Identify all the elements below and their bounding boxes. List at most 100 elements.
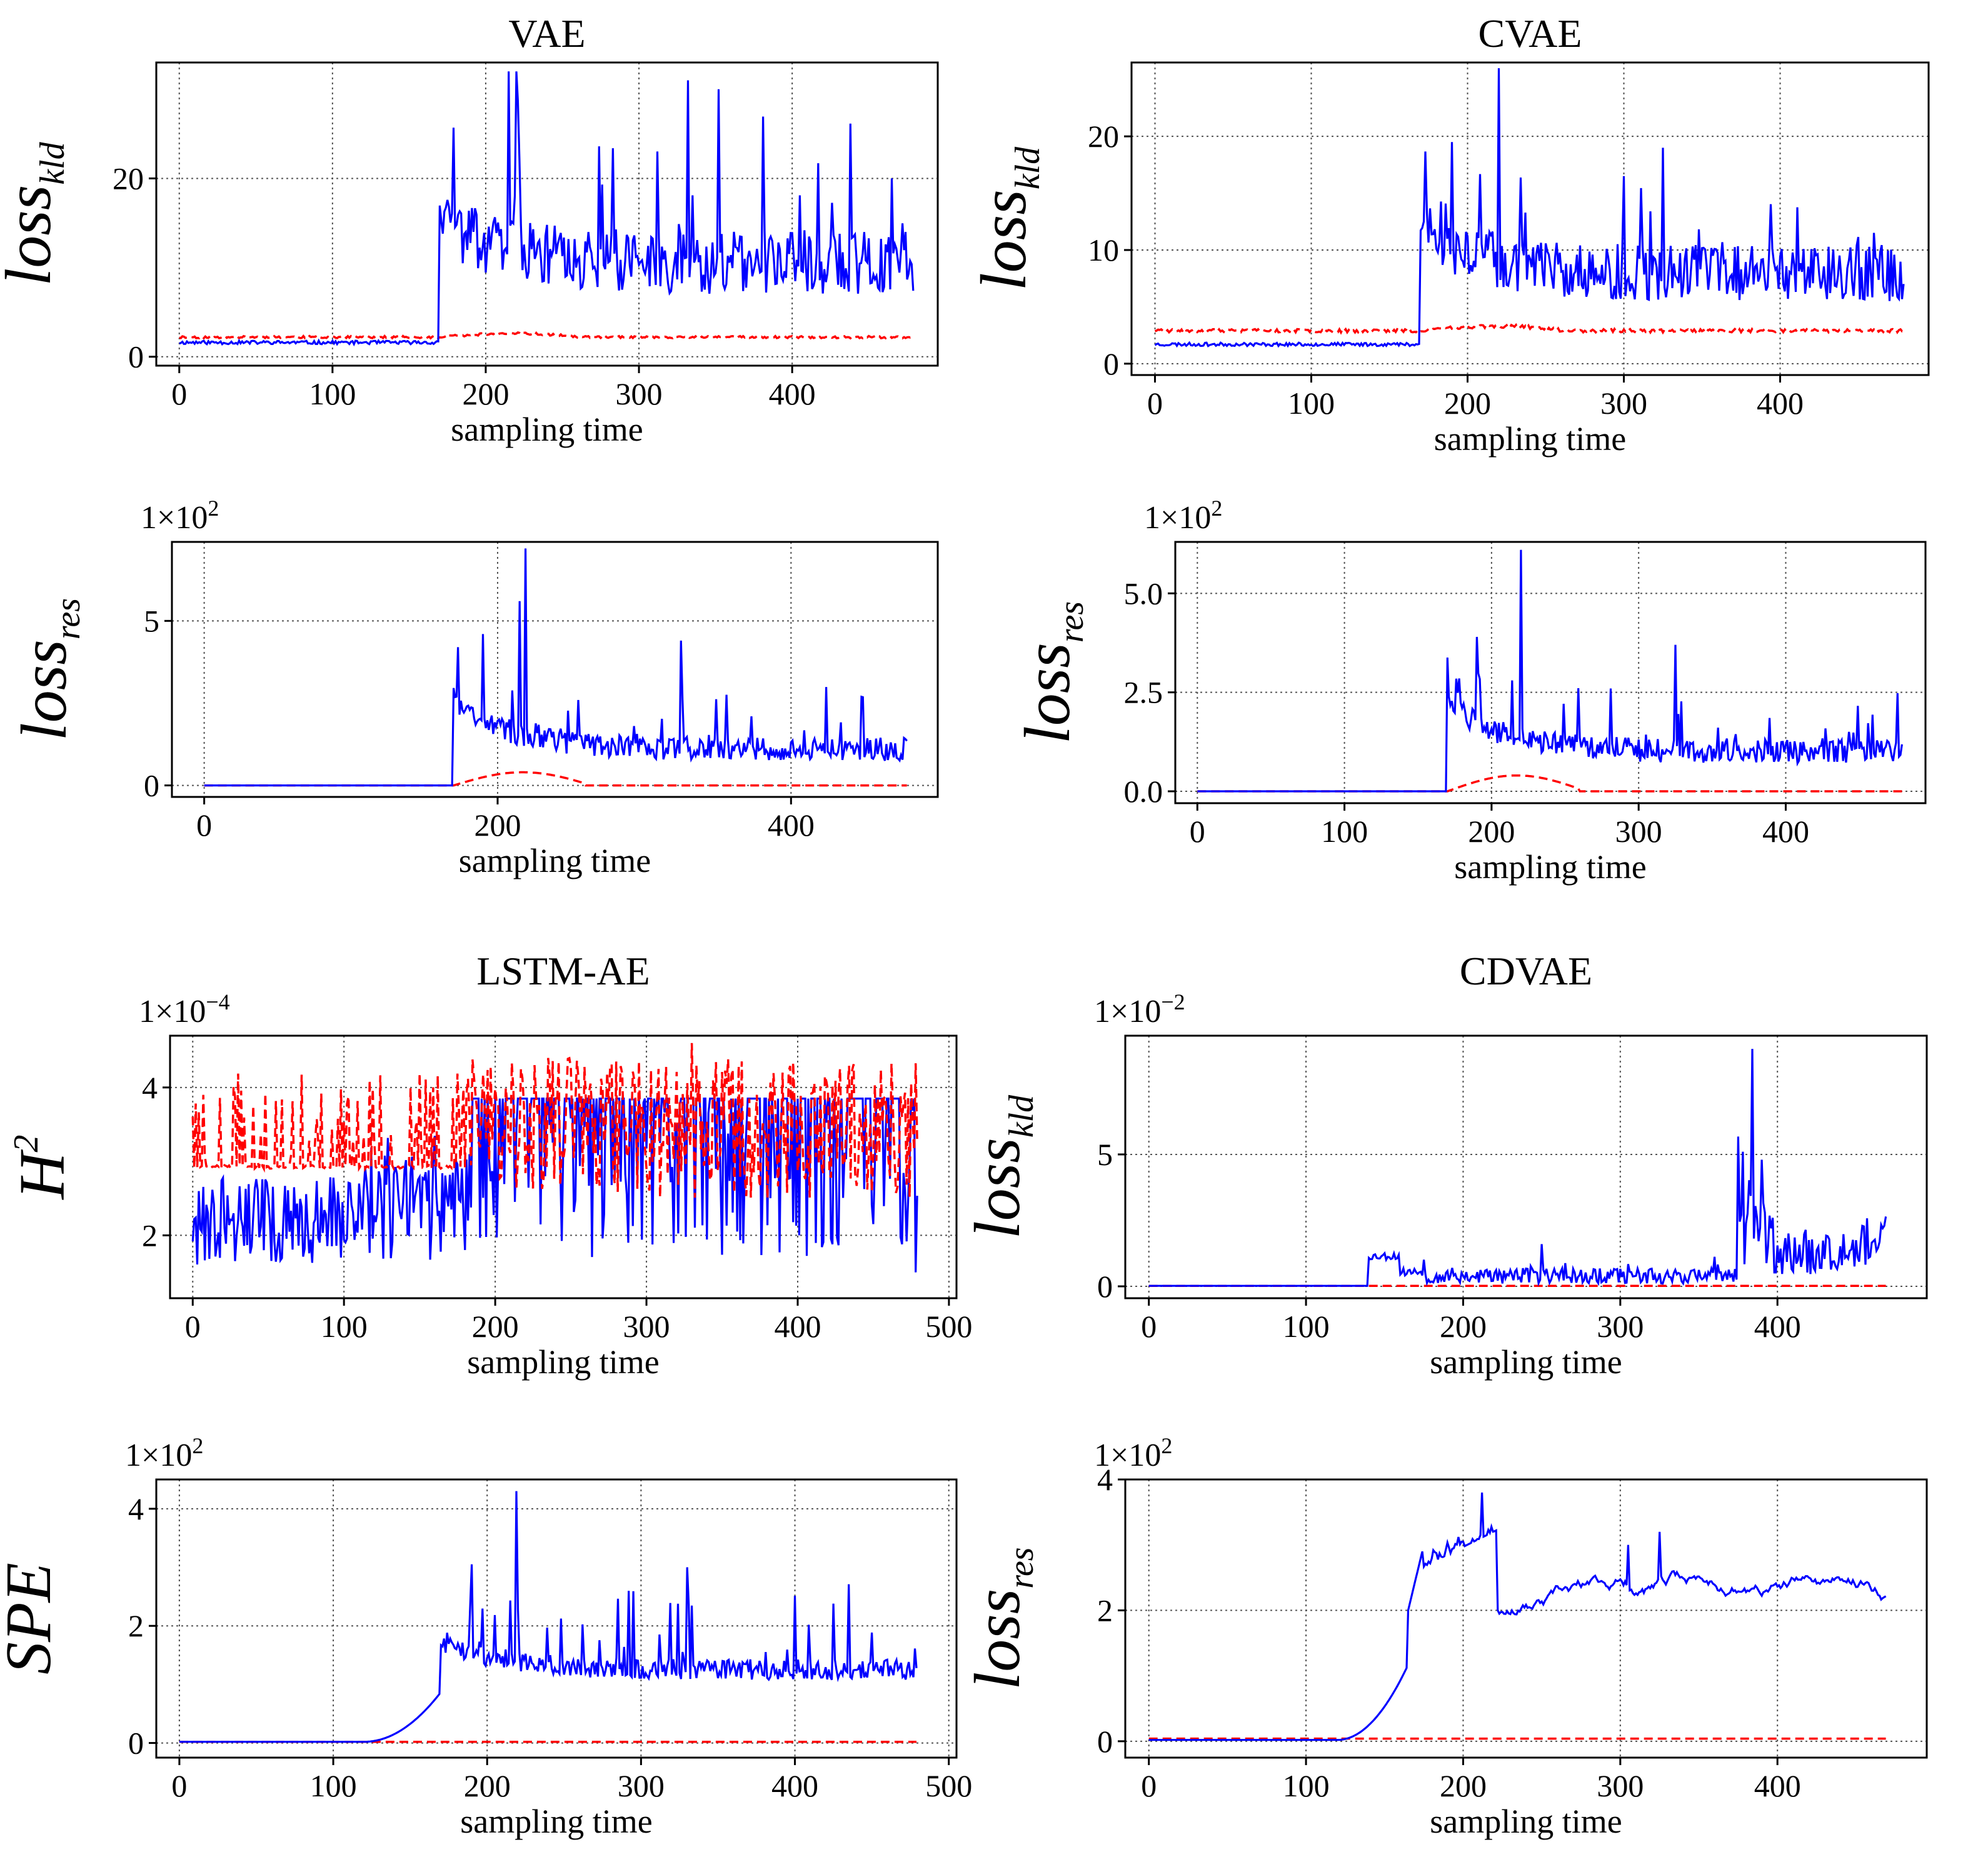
x-tick-label: 0 <box>171 1768 187 1803</box>
x-tick-label: 300 <box>616 376 663 411</box>
y-tick-label: 0.0 <box>1124 774 1163 809</box>
y-tick-label: 0 <box>1103 346 1119 381</box>
x-tick-label: 100 <box>1283 1768 1330 1803</box>
y-axis-label: losskld <box>0 141 72 286</box>
x-tick-label: 0 <box>171 376 187 411</box>
series-threshold-line <box>204 771 907 787</box>
x-tick-label: 100 <box>1283 1309 1330 1344</box>
x-tick-label: 300 <box>1615 814 1662 849</box>
y-tick-label: 4 <box>1097 1462 1113 1497</box>
chart-title: CDVAE <box>1460 949 1592 993</box>
chart-panel-vae-res: 1×102 0 200 400 0 5 sampling time lossres <box>8 496 939 879</box>
x-tick-label: 200 <box>1444 386 1491 421</box>
x-tick-label: 100 <box>310 1768 357 1803</box>
x-tick-label: 0 <box>1190 814 1205 849</box>
axis-multiplier: 1×10−4 <box>139 989 230 1029</box>
x-tick-label: 400 <box>1757 386 1804 421</box>
x-tick-label: 400 <box>768 808 815 843</box>
chart-panel-cvae-kld: CVAE 0 100 200 300 400 0 10 20 sampling time lossk… <box>968 11 1930 458</box>
x-tick-label: 0 <box>185 1309 201 1344</box>
x-tick-label: 200 <box>1440 1768 1487 1803</box>
x-tick-label: 500 <box>925 1768 972 1803</box>
y-tick-label: 10 <box>1088 233 1119 268</box>
series-monitor-line <box>179 71 915 347</box>
plot-frame <box>1124 1034 1928 1299</box>
x-tick-label: 500 <box>925 1309 972 1344</box>
y-tick-label: 0 <box>144 768 159 803</box>
series-monitor-line <box>1197 549 1903 793</box>
y-tick-label: 20 <box>1088 119 1119 154</box>
y-tick-label: 2 <box>128 1608 144 1643</box>
plot-frame <box>1174 541 1927 804</box>
y-axis-label: H2 <box>6 1134 78 1200</box>
series-threshold-line <box>1154 323 1904 335</box>
y-tick-label: 0 <box>128 339 144 374</box>
x-tick-label: 0 <box>196 808 212 843</box>
axis-multiplier: 1×102 <box>1094 1433 1172 1473</box>
y-tick-label: 0 <box>1097 1724 1113 1759</box>
x-tick-label: 0 <box>1141 1309 1157 1344</box>
y-tick-label: 5.0 <box>1124 576 1163 611</box>
series-monitor-line <box>204 548 908 787</box>
series-monitor-line <box>1148 1049 1887 1287</box>
x-axis-label: sampling time <box>460 1803 652 1840</box>
chart-panel-cdvae-res: 1×102 0 100 200 300 400 0 2 4 sampling time lossre… <box>961 1433 1928 1840</box>
axis-multiplier: 1×102 <box>1144 496 1222 536</box>
x-axis-label: sampling time <box>1434 420 1626 458</box>
series-monitor-line <box>179 1491 918 1743</box>
x-axis-label: sampling time <box>467 1343 659 1381</box>
plot-frame <box>1130 61 1930 376</box>
plot-frame <box>155 61 939 367</box>
x-tick-label: 100 <box>321 1309 368 1344</box>
chart-title: LSTM-AE <box>476 949 650 993</box>
y-axis-label: losskld <box>968 146 1047 291</box>
x-tick-label: 200 <box>472 1309 519 1344</box>
axis-multiplier: 1×10−2 <box>1094 989 1185 1029</box>
x-tick-label: 300 <box>623 1309 670 1344</box>
x-tick-label: 100 <box>1321 814 1368 849</box>
x-tick-label: 100 <box>309 376 356 411</box>
y-axis-label: lossres <box>961 1547 1041 1689</box>
x-tick-label: 200 <box>1468 814 1515 849</box>
x-tick-label: 400 <box>1754 1768 1801 1803</box>
chart-title: VAE <box>508 11 585 56</box>
y-tick-label: 2 <box>142 1218 158 1253</box>
y-tick-label: 5 <box>144 603 159 638</box>
x-tick-label: 200 <box>474 808 521 843</box>
x-axis-label: sampling time <box>451 411 643 448</box>
axis-multiplier: 1×102 <box>125 1433 203 1473</box>
y-axis-label: SPE <box>0 1563 64 1674</box>
y-axis-label: losskld <box>961 1094 1041 1239</box>
chart-panel-lstm-h2: LSTM-AE 1×10−4 0 100 200 300 400 500 2 4 sampling … <box>6 949 972 1381</box>
x-tick-label: 300 <box>1597 1768 1644 1803</box>
plot-frame <box>169 1034 958 1299</box>
plot-frame <box>1124 1478 1928 1759</box>
x-axis-label: sampling time <box>1454 848 1646 886</box>
y-tick-label: 5 <box>1097 1137 1113 1172</box>
series-monitor-line <box>1154 68 1905 348</box>
y-tick-label: 0 <box>1097 1269 1113 1304</box>
chart-panel-cdvae-kld: CDVAE 1×10−2 0 100 200 300 400 0 5 sampling time l… <box>961 949 1928 1381</box>
chart-panel-vae-kld: VAE 0 100 200 300 400 0 20 sampling time losskld <box>0 11 939 448</box>
x-tick-label: 0 <box>1147 386 1163 421</box>
x-tick-label: 300 <box>1597 1309 1644 1344</box>
x-tick-label: 200 <box>1440 1309 1487 1344</box>
series-threshold-line <box>191 1043 918 1198</box>
x-axis-label: sampling time <box>1430 1803 1622 1840</box>
x-tick-label: 300 <box>1600 386 1647 421</box>
x-tick-label: 400 <box>1762 814 1809 849</box>
plot-frame <box>155 1478 958 1759</box>
y-tick-label: 4 <box>142 1070 158 1105</box>
y-axis-label: lossres <box>1012 601 1091 744</box>
x-tick-label: 400 <box>771 1768 818 1803</box>
series-threshold-line <box>1197 774 1902 793</box>
y-tick-label: 20 <box>113 161 144 196</box>
x-tick-label: 400 <box>774 1309 821 1344</box>
x-axis-label: sampling time <box>459 842 651 879</box>
x-tick-label: 200 <box>464 1768 511 1803</box>
y-axis-label: lossres <box>8 598 88 741</box>
y-tick-label: 2.5 <box>1124 675 1163 710</box>
y-tick-label: 0 <box>128 1726 144 1761</box>
chart-panel-lstm-spe: 1×102 0 100 200 300 400 500 0 2 4 sampling time SPE <box>0 1433 972 1840</box>
